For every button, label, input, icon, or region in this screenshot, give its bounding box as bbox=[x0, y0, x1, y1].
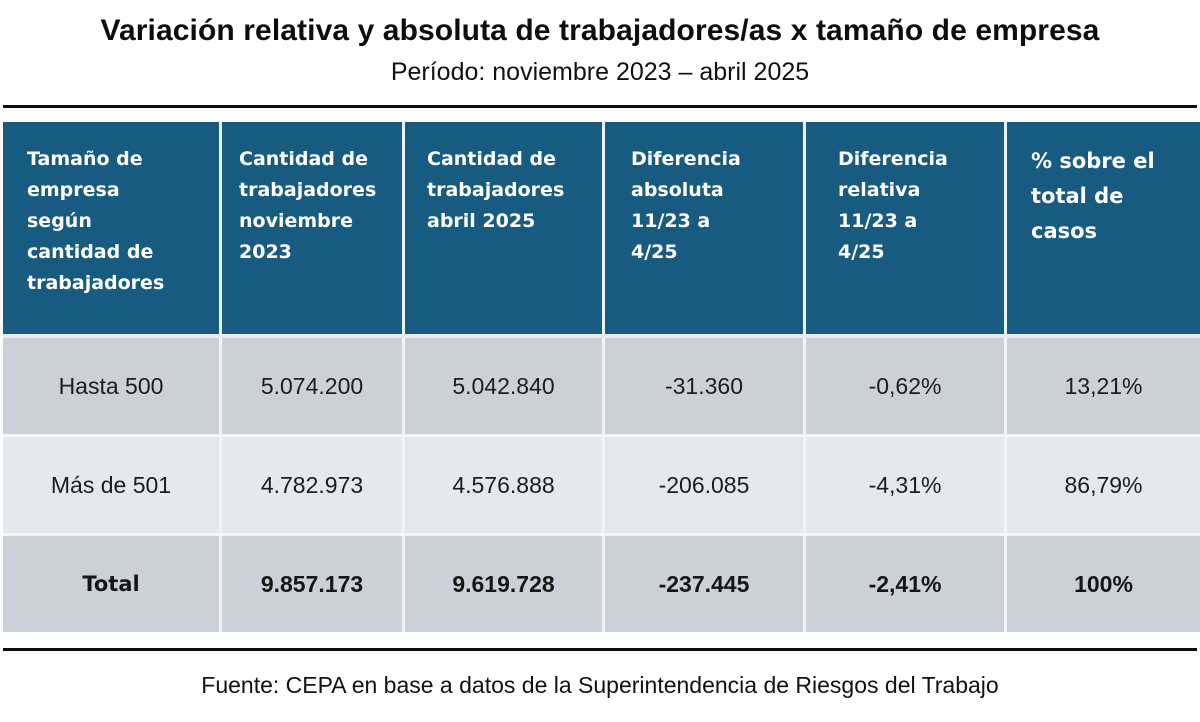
column-header-line: según bbox=[27, 210, 92, 232]
table-header-row: Tamaño de empresa según cantidad de trabajad… bbox=[3, 122, 1200, 338]
cell-abr-2025: 4.576.888 bbox=[405, 437, 605, 536]
column-header-line: absoluta bbox=[631, 179, 724, 201]
cell-dif-absoluta: -237.445 bbox=[605, 536, 806, 632]
top-divider bbox=[3, 105, 1197, 108]
cell-nov-2023: 9.857.173 bbox=[222, 536, 405, 632]
column-header-dif-absoluta: Diferencia absoluta 11/23 a 4/25 bbox=[605, 122, 806, 338]
cell-dif-relativa: -0,62% bbox=[806, 338, 1007, 437]
cell-nov-2023: 4.782.973 bbox=[222, 437, 405, 536]
cell-abr-2025: 9.619.728 bbox=[405, 536, 605, 632]
cell-nov-2023: 5.074.200 bbox=[222, 338, 405, 437]
column-header-line: trabajadores bbox=[427, 179, 565, 201]
column-header-line: 4/25 bbox=[631, 241, 678, 263]
column-header-nov-2023: Cantidad de trabajadores noviembre 2023 bbox=[222, 122, 405, 338]
column-header-line: 2023 bbox=[239, 241, 292, 263]
column-header-line: 11/23 a bbox=[838, 210, 918, 232]
cell-dif-absoluta: -206.085 bbox=[605, 437, 806, 536]
column-header-line: relativa bbox=[838, 179, 921, 201]
column-header-line: 4/25 bbox=[838, 241, 885, 263]
cell-dif-absoluta: -31.360 bbox=[605, 338, 806, 437]
column-header-line: Cantidad de bbox=[239, 148, 369, 170]
cell-porcentaje: 13,21% bbox=[1007, 338, 1200, 437]
column-header-line: total de bbox=[1031, 184, 1124, 208]
table-row-total: Total 9.857.173 9.619.728 -237.445 -2,41… bbox=[3, 536, 1200, 632]
cell-porcentaje: 100% bbox=[1007, 536, 1200, 632]
bottom-divider bbox=[3, 648, 1197, 651]
column-header-dif-relativa: Diferencia relativa 11/23 a 4/25 bbox=[806, 122, 1007, 338]
column-header-line: trabajadores bbox=[27, 272, 165, 294]
column-header-line: noviembre bbox=[239, 210, 354, 232]
column-header-tamano: Tamaño de empresa según cantidad de trabajad… bbox=[3, 122, 222, 338]
column-header-line: Diferencia bbox=[838, 148, 948, 170]
table-row-hasta-500: Hasta 500 5.074.200 5.042.840 -31.360 -0… bbox=[3, 338, 1200, 437]
column-header-line: Tamaño de bbox=[27, 148, 143, 170]
cell-abr-2025: 5.042.840 bbox=[405, 338, 605, 437]
column-header-line: Cantidad de bbox=[427, 148, 557, 170]
cell-size-label: Total bbox=[3, 536, 222, 632]
table-row-mas-de-501: Más de 501 4.782.973 4.576.888 -206.085 … bbox=[3, 437, 1200, 536]
column-header-line: abril 2025 bbox=[427, 210, 536, 232]
page-title: Variación relativa y absoluta de trabaja… bbox=[100, 14, 1100, 47]
column-header-line: empresa bbox=[27, 179, 120, 201]
cell-porcentaje: 86,79% bbox=[1007, 437, 1200, 536]
source-note: Fuente: CEPA en base a datos de la Super… bbox=[201, 672, 999, 698]
data-table: Tamaño de empresa según cantidad de trabajad… bbox=[3, 122, 1200, 632]
column-header-line: % sobre el bbox=[1031, 149, 1155, 173]
column-header-line: cantidad de bbox=[27, 241, 154, 263]
column-header-line: trabajadores bbox=[239, 179, 377, 201]
column-header-line: casos bbox=[1031, 219, 1098, 243]
cell-dif-relativa: -4,31% bbox=[806, 437, 1007, 536]
cell-dif-relativa: -2,41% bbox=[806, 536, 1007, 632]
column-header-porcentaje: % sobre el total de casos bbox=[1007, 122, 1200, 338]
page-subtitle: Período: noviembre 2023 – abril 2025 bbox=[390, 58, 810, 86]
cell-size-label: Más de 501 bbox=[3, 437, 222, 536]
column-header-line: 11/23 a bbox=[631, 210, 711, 232]
column-header-line: Diferencia bbox=[631, 148, 741, 170]
cell-size-label: Hasta 500 bbox=[3, 338, 222, 437]
column-header-abr-2025: Cantidad de trabajadores abril 2025 bbox=[405, 122, 605, 338]
